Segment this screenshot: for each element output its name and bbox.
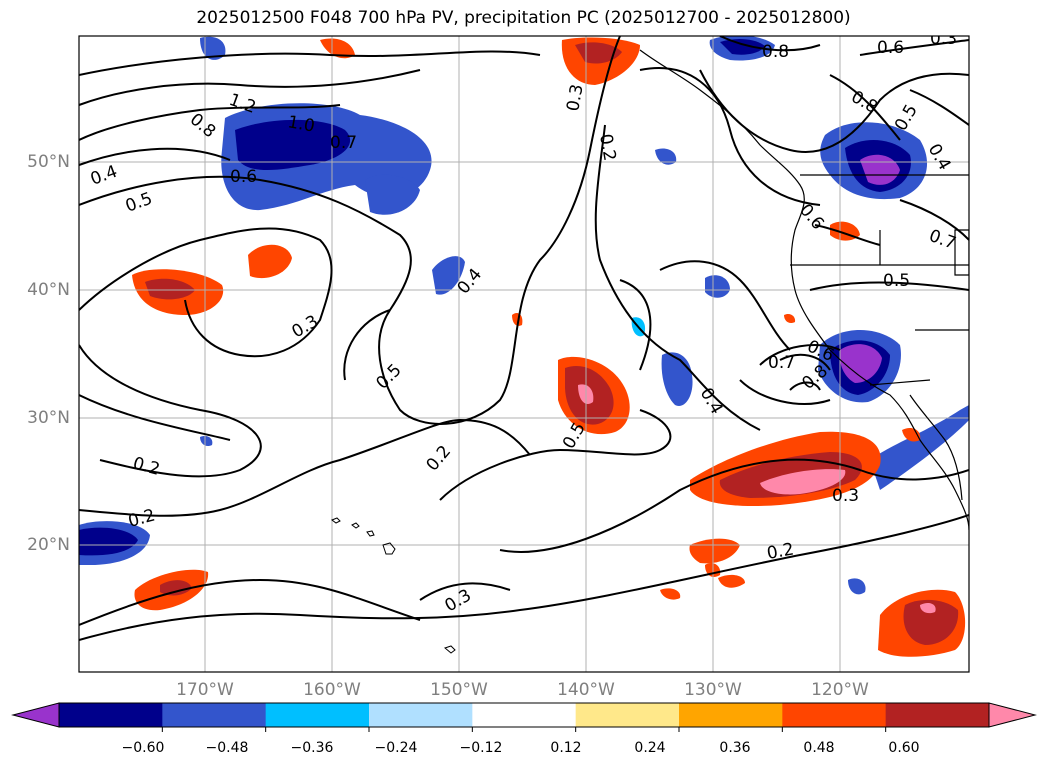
lat-label: 40°N (27, 280, 70, 300)
colorbar-swatch (59, 703, 163, 727)
contour-label: 1.0 (286, 112, 316, 136)
colorbar-swatch (162, 703, 267, 727)
lon-label: 130°W (684, 680, 742, 700)
lat-label: 50°N (27, 152, 70, 172)
contour-label: 0.2 (765, 540, 795, 564)
lat-label: 20°N (27, 535, 70, 555)
lon-label: 140°W (557, 680, 615, 700)
colorbar-tick-label: 0.48 (803, 740, 835, 756)
colorbar-swatch (575, 703, 680, 727)
contour-label: 0.3 (930, 29, 957, 49)
contour-label: 0.5 (883, 271, 910, 291)
contour-label: 0.3 (832, 486, 859, 506)
colorbar-tick-label: −0.12 (459, 740, 503, 756)
lon-label: 160°W (303, 680, 361, 700)
colorbar-swatch (265, 703, 370, 727)
colorbar-extend-low (11, 702, 60, 728)
colorbar-tick-label: 0.24 (634, 740, 666, 756)
colorbar-tick-label: 0.12 (550, 740, 582, 756)
colorbar-swatch (472, 703, 577, 727)
colorbar-swatch (369, 703, 473, 727)
precip-negative-shading (79, 36, 969, 595)
contour-label: 0.7 (768, 353, 795, 373)
contour-label: 0.2 (595, 132, 619, 162)
lon-label: 150°W (430, 680, 488, 700)
lat-label: 30°N (27, 408, 70, 428)
colorbar-tick-label: 0.60 (888, 740, 920, 756)
pv-contours (79, 36, 969, 641)
map-frame (78, 35, 970, 673)
colorbar-tick-label: −0.36 (290, 740, 334, 756)
lon-label: 170°W (176, 680, 234, 700)
lon-label: 120°W (811, 680, 869, 700)
contour-label: 0.7 (330, 133, 357, 153)
colorbar-tick-label: −0.24 (374, 740, 418, 756)
contour-label: 0.6 (877, 38, 904, 58)
contour-label: 0.3 (563, 83, 587, 113)
colorbar-extend-high (988, 702, 1037, 728)
graticule (79, 36, 969, 672)
colorbar-swatch (782, 703, 887, 727)
colorbar-tick-label: 0.36 (719, 740, 751, 756)
islands (330, 517, 456, 654)
colorbar-tick-label: −0.48 (205, 740, 249, 756)
colorbar-tick-label: −0.60 (121, 740, 165, 756)
colorbar-swatch (885, 703, 990, 727)
colorbar (11, 702, 1037, 732)
contour-label: 0.6 (230, 167, 257, 187)
colorbar-frame (58, 702, 990, 728)
colorbar-swatch (679, 703, 783, 727)
contour-label: 0.8 (762, 42, 789, 62)
figure-title: 2025012500 F048 700 hPa PV, precipitatio… (196, 8, 851, 28)
map-area: 1.2 1.0 0.8 0.7 0.6 0.4 0.5 0.3 0.2 0.3 … (79, 29, 969, 672)
